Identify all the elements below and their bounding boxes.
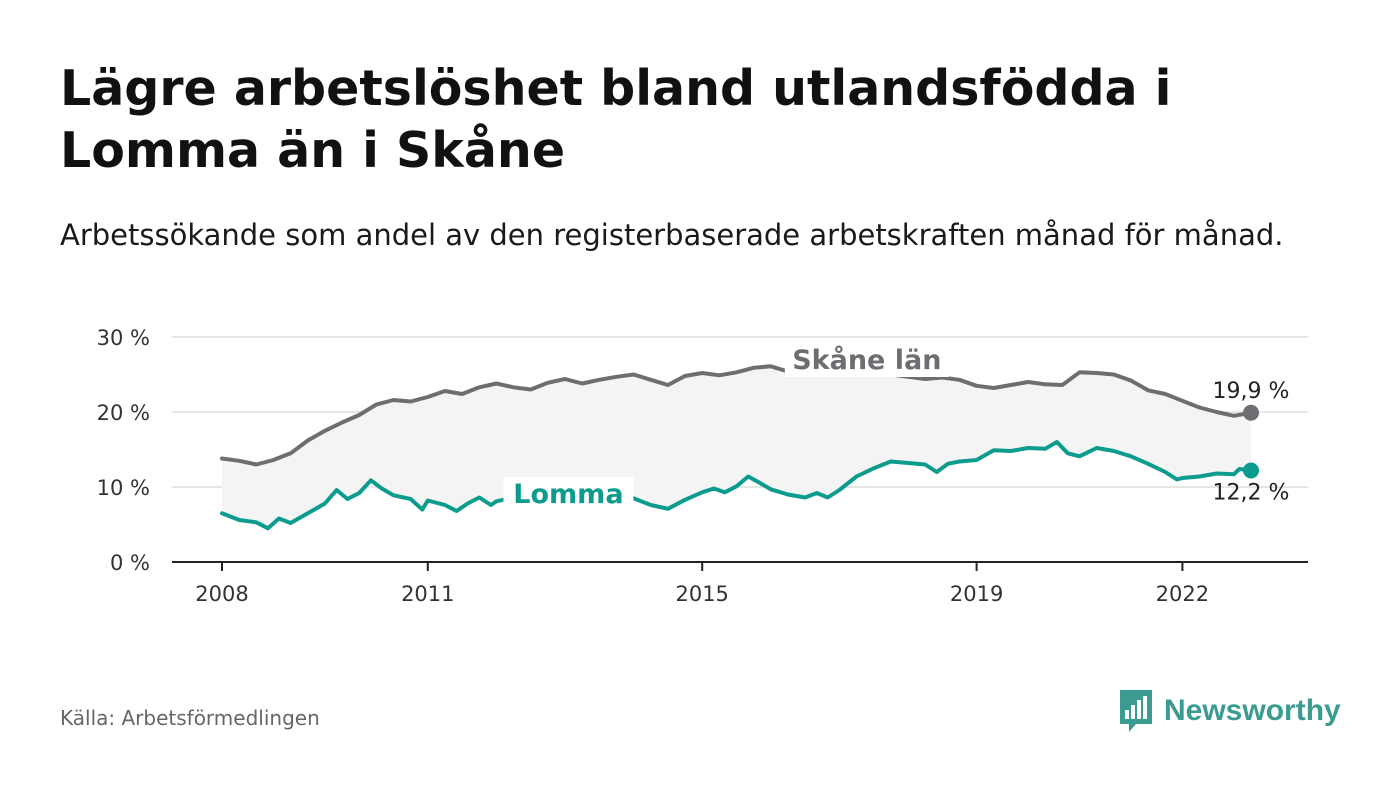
newsworthy-logo[interactable]: Newsworthy xyxy=(1118,688,1341,734)
gap-band xyxy=(222,366,1251,529)
x-tick-label: 2015 xyxy=(675,582,728,606)
lomma-series-line xyxy=(220,440,1253,531)
x-tick-label: 2011 xyxy=(401,582,454,606)
x-tick-label: 2008 xyxy=(195,582,248,606)
skane-end-point xyxy=(1243,404,1259,421)
series-label-halo xyxy=(784,343,949,377)
source-note: Källa: Arbetsförmedlingen xyxy=(60,706,320,730)
chart-subtitle: Arbetssökande som andel av den registerb… xyxy=(60,218,1284,252)
lomma-series-label: Lomma xyxy=(513,479,623,510)
skane-end-label: 19,9 % xyxy=(1213,379,1290,404)
y-tick-label: 0 % xyxy=(110,551,150,575)
series-label-halo xyxy=(503,477,634,511)
band-layer xyxy=(222,366,1251,529)
skane-series-line xyxy=(220,364,1253,467)
x-tick-label: 2022 xyxy=(1156,582,1209,606)
lomma-end-label: 12,2 % xyxy=(1213,481,1290,506)
axis-layer: 0 % 10 % 20 % 30 % 2008 2011 2015 2019 2022 xyxy=(97,326,1308,606)
lomma-end-point xyxy=(1243,462,1259,479)
series-layer xyxy=(220,364,1259,531)
y-tick-label: 10 % xyxy=(97,476,150,500)
y-tick-label: 30 % xyxy=(97,326,150,350)
skane-series-label: Skåne län xyxy=(792,344,941,376)
chart-title: Lägre arbetslöshet bland utlandsfödda i … xyxy=(60,60,1172,179)
newsworthy-bar-chart-icon xyxy=(1120,690,1152,732)
label-layer: Skåne län Lomma 19,9 % 12,2 % xyxy=(503,343,1289,511)
logo-text: Newsworthy xyxy=(1164,694,1341,727)
y-tick-label: 20 % xyxy=(97,401,150,425)
x-tick-label: 2019 xyxy=(950,582,1003,606)
